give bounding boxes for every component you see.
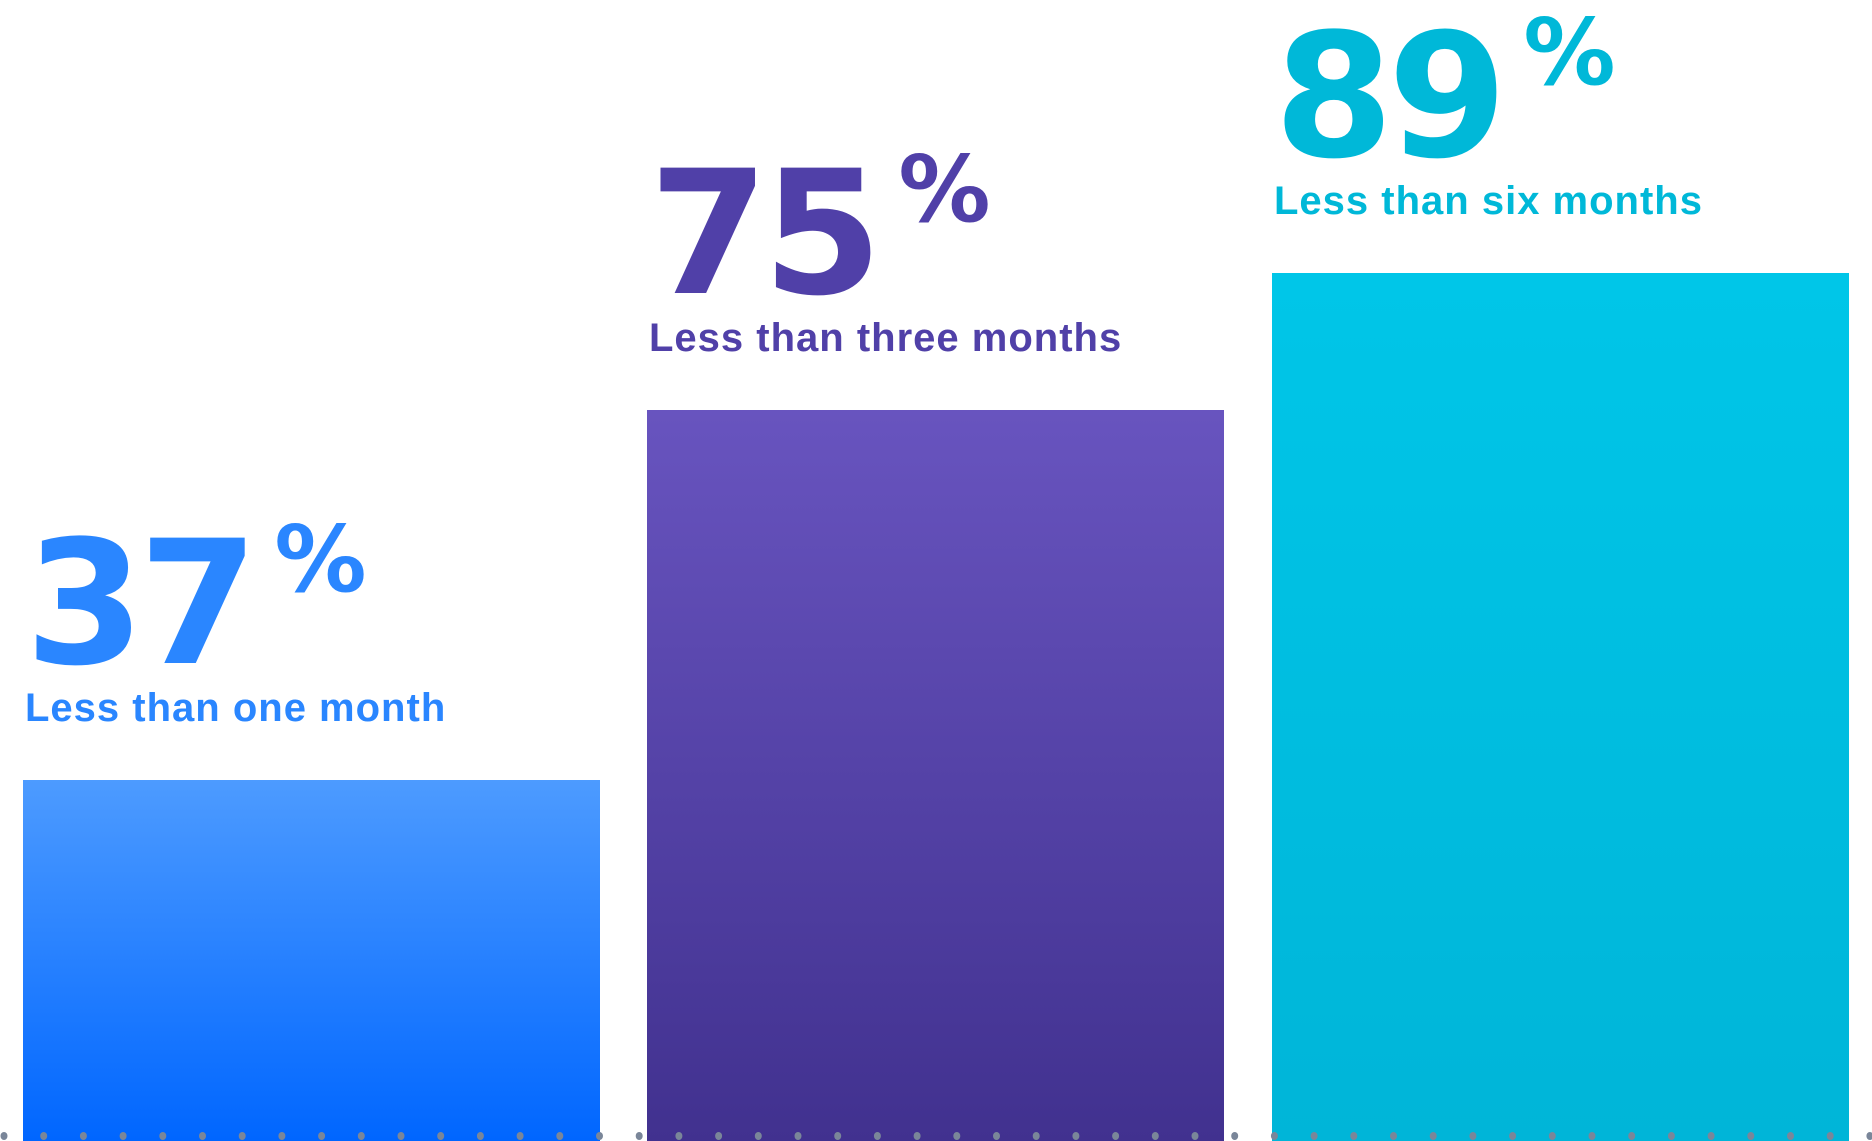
data-label-value: 37% — [25, 514, 367, 690]
baseline-dot — [1707, 1132, 1715, 1140]
baseline-dot — [1270, 1132, 1278, 1140]
baseline-dot — [159, 1132, 167, 1140]
value-number: 75 — [649, 132, 882, 334]
baseline-dot — [1310, 1132, 1318, 1140]
baseline-dot — [1588, 1132, 1596, 1140]
baseline-dot — [318, 1132, 326, 1140]
baseline-dot — [1112, 1132, 1120, 1140]
baseline-dot — [1231, 1132, 1239, 1140]
baseline-dot — [79, 1132, 87, 1140]
baseline-dot — [675, 1132, 683, 1140]
baseline-dot — [1191, 1132, 1199, 1140]
baseline-dot — [635, 1132, 643, 1140]
baseline-dot — [556, 1132, 564, 1140]
baseline-dot — [715, 1132, 723, 1140]
baseline-dot — [953, 1132, 961, 1140]
bar-3 — [1272, 273, 1849, 1141]
baseline-dot — [1548, 1132, 1556, 1140]
baseline-dots — [0, 1132, 1872, 1140]
baseline-dot — [1350, 1132, 1358, 1140]
baseline-dot — [1667, 1132, 1675, 1140]
value-number: 89 — [1274, 0, 1507, 198]
baseline-dot — [476, 1132, 484, 1140]
category-label: Less than six months — [1274, 179, 1703, 224]
baseline-dot — [238, 1132, 246, 1140]
baseline-dot — [1151, 1132, 1159, 1140]
baseline-dot — [834, 1132, 842, 1140]
baseline-dot — [1509, 1132, 1517, 1140]
baseline-dot — [278, 1132, 286, 1140]
baseline-dot — [1390, 1132, 1397, 1140]
baseline-dot — [40, 1132, 48, 1140]
baseline-dot — [794, 1132, 802, 1140]
baseline-dot — [1826, 1132, 1834, 1140]
baseline-dot — [873, 1132, 881, 1140]
baseline-dot — [1429, 1132, 1437, 1140]
baseline-dot — [913, 1132, 921, 1140]
baseline-dot — [1787, 1132, 1794, 1140]
baseline-dot — [1072, 1132, 1080, 1140]
baseline-dot — [397, 1132, 405, 1140]
percent-sign: % — [1523, 0, 1616, 107]
baseline-dot — [516, 1132, 524, 1140]
baseline-dot — [1628, 1132, 1636, 1140]
category-label: Less than one month — [25, 686, 447, 731]
baseline-dot — [0, 1132, 8, 1140]
baseline-dot — [357, 1132, 365, 1140]
baseline-dot — [596, 1132, 603, 1140]
data-label-value: 89% — [1274, 7, 1616, 183]
baseline-dot — [199, 1132, 206, 1140]
baseline-dot — [1032, 1132, 1040, 1140]
percent-sign: % — [898, 135, 991, 243]
baseline-dot — [993, 1132, 1000, 1140]
baseline-dot — [754, 1132, 762, 1140]
baseline-dot — [119, 1132, 127, 1140]
baseline-dot — [437, 1132, 445, 1140]
category-label: Less than three months — [649, 315, 1123, 360]
data-label-value: 75% — [649, 143, 991, 320]
baseline-dot — [1747, 1132, 1755, 1140]
bar-1 — [23, 780, 600, 1141]
baseline-dot — [1469, 1132, 1477, 1140]
bar-2 — [647, 409, 1224, 1141]
value-number: 37 — [25, 503, 258, 705]
baseline-dot — [1866, 1132, 1872, 1140]
percent-sign: % — [274, 506, 367, 614]
